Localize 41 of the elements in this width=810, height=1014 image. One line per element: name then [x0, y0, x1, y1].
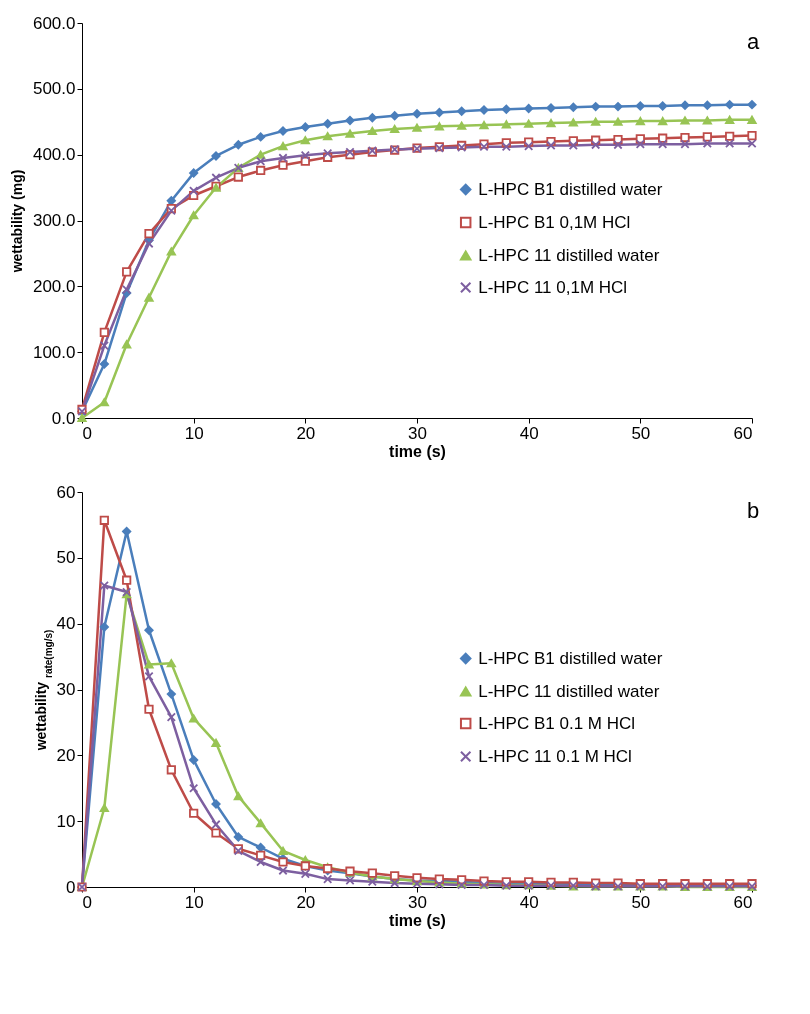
x-tick-label: 40	[519, 423, 539, 443]
legend-label: L-HPC 11 0,1M HCl	[478, 277, 628, 297]
legend-label: L-HPC B1 0,1M HCl	[478, 212, 631, 232]
x-tick-label: 60	[733, 423, 753, 443]
chart-title: b	[747, 498, 760, 523]
y-tick-label: 60	[56, 482, 76, 502]
x-tick-label: 20	[296, 423, 316, 443]
x-tick-label: 50	[631, 892, 651, 912]
x-tick-label: 10	[184, 423, 204, 443]
legend-label: L-HPC B1 0.1 M HCl	[478, 713, 636, 733]
legend-label: L-HPC B1 distilled water	[478, 648, 663, 668]
y-tick-label: 40	[56, 614, 76, 634]
x-tick-label: 30	[408, 892, 427, 912]
x-axis-title: time (s)	[389, 442, 446, 460]
x-tick-label: 10	[184, 892, 204, 912]
y-tick-label: 20	[56, 745, 76, 765]
x-tick-label: 60	[733, 892, 753, 912]
y-tick-label: 10	[56, 811, 76, 831]
x-tick-label: 20	[296, 892, 316, 912]
y-tick-label: 200.0	[32, 276, 76, 296]
y-tick-label: 400.0	[32, 145, 76, 165]
legend-label: L-HPC 11 distilled water	[478, 245, 660, 265]
y-tick-label: 0	[66, 877, 76, 897]
x-tick-label: 50	[631, 423, 651, 443]
y-axis-title: wettability (mg)	[8, 169, 25, 274]
y-tick-label: 0.0	[51, 408, 76, 428]
x-tick-label: 40	[519, 892, 539, 912]
x-tick-label: 0	[82, 892, 92, 912]
legend-label: L-HPC 11 0.1 M HCl	[478, 746, 632, 766]
y-tick-label: 100.0	[32, 342, 76, 362]
y-tick-label: 300.0	[32, 211, 76, 230]
legend-label: L-HPC B1 distilled water	[478, 179, 663, 199]
x-tick-label: 0	[82, 423, 92, 443]
x-axis-title: time (s)	[389, 911, 446, 929]
x-tick-label: 30	[408, 423, 427, 443]
y-tick-label: 30	[56, 680, 76, 699]
y-tick-label: 600.0	[32, 13, 76, 33]
legend-label: L-HPC 11 distilled water	[478, 681, 660, 701]
chart-title: a	[747, 29, 761, 54]
y-tick-label: 500.0	[32, 79, 76, 99]
y-tick-label: 50	[56, 548, 76, 568]
